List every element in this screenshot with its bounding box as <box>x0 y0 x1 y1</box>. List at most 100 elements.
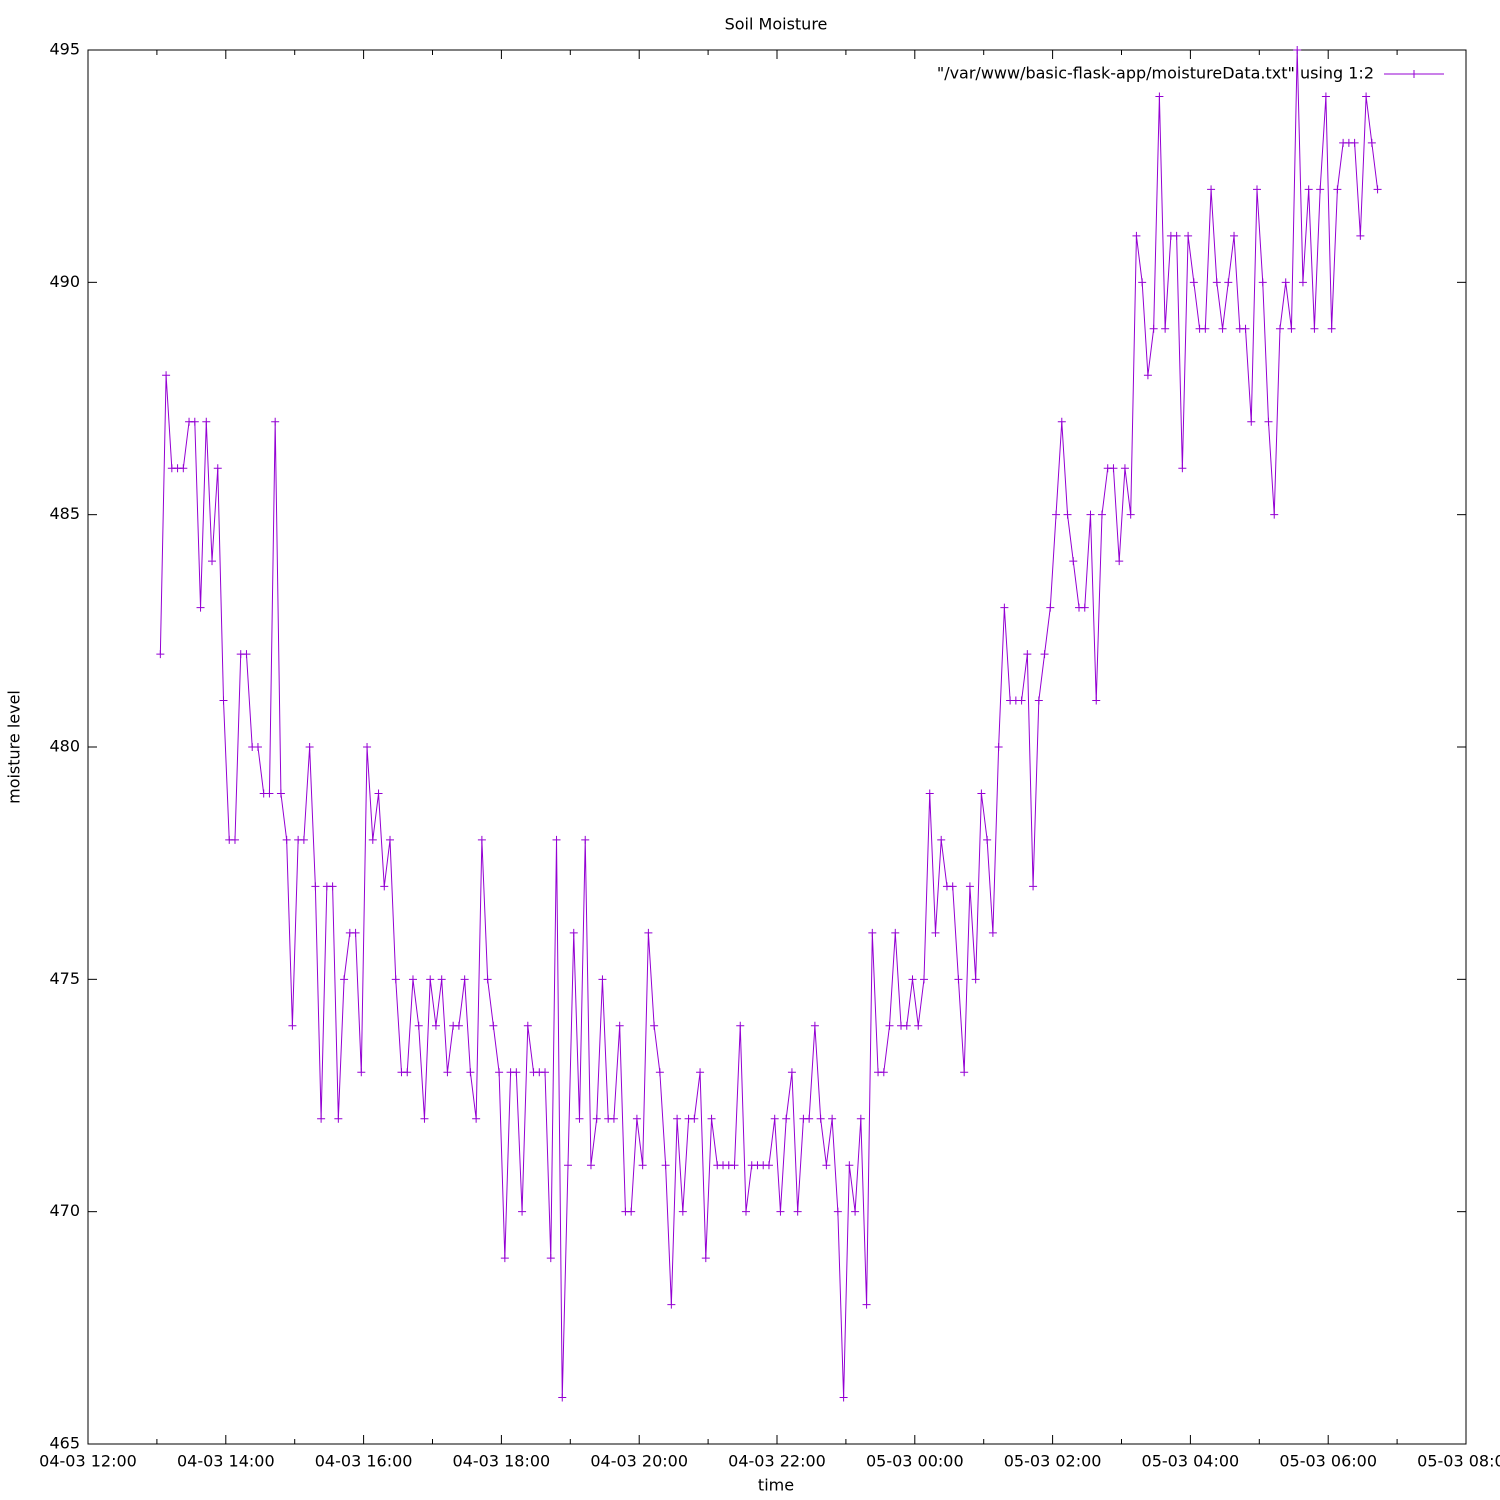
point-marker <box>644 928 653 937</box>
x-tick-label: 05-03 00:00 <box>866 1452 964 1471</box>
point-marker <box>569 928 578 937</box>
point-marker <box>1040 650 1049 659</box>
point-marker <box>1304 185 1313 194</box>
point-marker <box>1161 324 1170 333</box>
point-marker <box>363 743 372 751</box>
point-marker <box>632 1114 641 1123</box>
y-tick-label: 495 <box>49 40 80 59</box>
point-marker <box>696 1068 705 1077</box>
point-marker <box>655 1068 664 1077</box>
point-marker <box>414 1021 423 1030</box>
point-marker <box>219 696 228 705</box>
point-marker <box>265 789 274 798</box>
point-marker <box>431 1021 440 1030</box>
point-marker <box>776 1207 785 1216</box>
y-tick-label: 470 <box>49 1201 80 1220</box>
point-marker <box>615 1021 624 1030</box>
point-marker <box>908 975 917 984</box>
point-marker <box>1373 185 1382 194</box>
point-marker <box>919 975 928 984</box>
point-marker <box>673 1114 682 1123</box>
point-marker <box>489 1021 498 1030</box>
point-marker <box>1115 557 1124 566</box>
point-marker <box>276 789 285 798</box>
point-marker <box>581 835 590 844</box>
point-marker <box>546 1254 555 1263</box>
point-marker <box>1224 278 1233 287</box>
x-tick-label: 04-03 16:00 <box>315 1452 413 1471</box>
point-marker <box>851 1207 860 1216</box>
point-marker <box>466 1068 475 1077</box>
point-marker <box>1000 603 1009 612</box>
x-axis-label: time <box>758 1476 794 1495</box>
point-marker <box>351 928 360 937</box>
point-marker <box>242 650 251 659</box>
point-marker <box>833 1207 842 1216</box>
point-marker <box>213 464 222 473</box>
point-marker <box>1230 231 1239 240</box>
point-marker <box>1034 696 1043 705</box>
plot-border <box>87 49 1467 1445</box>
point-marker <box>707 1114 716 1123</box>
point-marker <box>299 835 308 844</box>
point-marker <box>810 1021 819 1030</box>
point-marker <box>885 1021 894 1030</box>
point-marker <box>552 835 561 844</box>
x-tick-label: 04-03 22:00 <box>728 1452 826 1471</box>
point-marker <box>317 1114 326 1123</box>
point-marker <box>868 928 877 937</box>
point-marker <box>845 1161 854 1170</box>
point-marker <box>340 975 349 984</box>
point-marker <box>638 1161 647 1170</box>
point-marker <box>736 1021 745 1030</box>
x-tick-label: 04-03 20:00 <box>590 1452 688 1471</box>
point-marker <box>374 789 383 798</box>
point-marker <box>495 1068 504 1077</box>
point-marker <box>1287 324 1296 333</box>
point-marker <box>1086 510 1095 519</box>
point-marker <box>288 1021 297 1030</box>
point-marker <box>862 1300 871 1309</box>
point-marker <box>598 975 607 984</box>
point-marker <box>1201 324 1210 333</box>
point-marker <box>460 975 469 984</box>
point-marker <box>965 882 974 891</box>
legend-label: "/var/www/basic-flask-app/moistureData.t… <box>937 64 1374 83</box>
point-marker <box>208 557 217 566</box>
point-marker <box>202 417 211 426</box>
point-marker <box>368 835 377 844</box>
point-marker <box>960 1068 969 1077</box>
point-marker <box>311 882 320 891</box>
point-marker <box>1362 92 1371 101</box>
point-marker <box>994 743 1003 751</box>
point-marker <box>1275 324 1284 333</box>
point-marker <box>891 928 900 937</box>
point-marker <box>1109 464 1118 473</box>
point-marker <box>701 1254 710 1263</box>
point-marker <box>971 975 980 984</box>
point-marker <box>741 1207 750 1216</box>
y-tick-label: 485 <box>49 504 80 523</box>
point-marker <box>592 1114 601 1123</box>
point-marker <box>1212 278 1221 287</box>
point-marker <box>1310 324 1319 333</box>
point-marker <box>787 1068 796 1077</box>
point-marker <box>805 1114 814 1123</box>
point-marker <box>518 1207 527 1216</box>
point-marker <box>1258 278 1267 287</box>
point-marker <box>523 1021 532 1030</box>
point-marker <box>472 1114 481 1123</box>
point-marker <box>1057 417 1066 426</box>
point-marker <box>1327 324 1336 333</box>
point-marker <box>661 1161 670 1170</box>
point-marker <box>305 743 314 751</box>
point-marker <box>558 1393 567 1402</box>
point-marker <box>334 1114 343 1123</box>
point-marker <box>1241 324 1250 333</box>
point-marker <box>983 835 992 844</box>
x-tick-label: 04-03 12:00 <box>39 1452 137 1471</box>
point-marker <box>948 882 957 891</box>
point-marker <box>483 975 492 984</box>
point-marker <box>1264 417 1273 426</box>
point-marker <box>1092 696 1101 705</box>
